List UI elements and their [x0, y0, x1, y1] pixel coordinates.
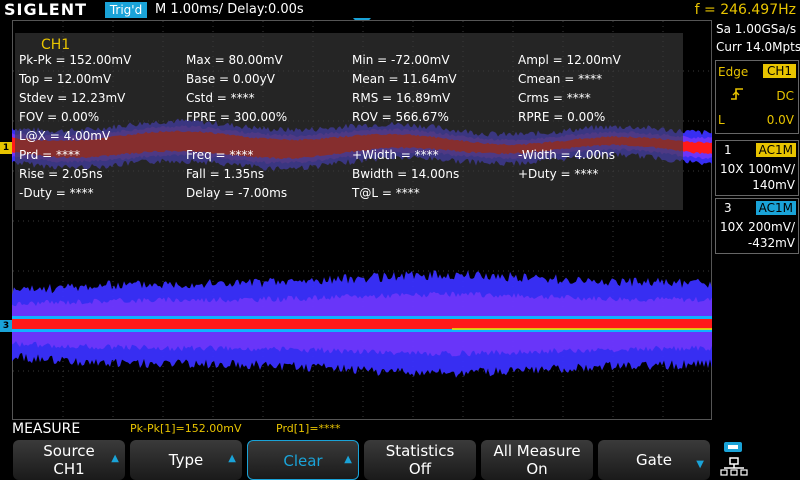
up-arrow-icon: ▲: [228, 453, 236, 464]
measurement-cell: Cstd = ****: [186, 91, 255, 105]
ch3-number: 3: [724, 201, 732, 215]
trigger-type: Edge: [718, 65, 749, 79]
statistics-softkey-value: Off: [408, 460, 432, 478]
measurement-panel: CH1 Pk-Pk = 152.00mV Max = 80.00mV Min = -…: [15, 33, 683, 210]
all-measure-softkey-value: On: [526, 460, 548, 478]
ch1-coupling-badge: AC1M: [755, 143, 796, 157]
measure-status-bar: MEASURE Pk-Pk[1]=152.00mV Prd[1]=****: [0, 420, 800, 438]
measurement-cell: +Duty = ****: [518, 167, 599, 181]
ch1-number: 1: [724, 143, 732, 157]
all-measure-softkey-label: All Measure: [493, 442, 581, 460]
measurement-cell: Freq = ****: [186, 148, 254, 162]
measurement-cell: Prd = ****: [19, 148, 81, 162]
ch3-offset: -432mV: [747, 236, 795, 250]
ch1-offset-marker[interactable]: 1: [0, 142, 12, 154]
statistics-softkey[interactable]: Statistics Off: [364, 440, 476, 480]
measurement-cell: FPRE = 300.00%: [186, 110, 288, 124]
trigger-info-box[interactable]: Edge CH1 DC L 0.0V: [715, 60, 799, 134]
measurement-cell: FOV = 0.00%: [19, 110, 100, 124]
type-softkey-label: Type: [168, 451, 204, 469]
sample-rate: Sa 1.00GSa/s: [716, 22, 797, 36]
measurement-cell: Pk-Pk = 152.00mV: [19, 53, 132, 67]
measurement-cell: RPRE = 0.00%: [518, 110, 606, 124]
measurement-cell: Fall = 1.35ns: [186, 167, 265, 181]
measurement-cell: Mean = 11.64mV: [352, 72, 457, 86]
ch3-scale: 200mV/: [748, 220, 795, 234]
up-arrow-icon: ▲: [344, 454, 352, 465]
menu-title: MEASURE: [12, 421, 81, 437]
frequency-counter: f = 246.497Hz: [694, 2, 796, 18]
trigger-level-label: L: [718, 113, 725, 127]
top-status-bar: SIGLENT Trig'd M 1.00ms/ Delay:0.00s f =…: [0, 0, 800, 20]
gate-softkey[interactable]: Gate ▼: [598, 440, 710, 480]
gate-softkey-label: Gate: [636, 451, 672, 469]
measurement-cell: Base = 0.00yV: [186, 72, 275, 86]
up-arrow-icon: ▲: [111, 453, 119, 464]
measurement-cell: Min = -72.00mV: [352, 53, 450, 67]
measurement-cell: -Duty = ****: [19, 186, 94, 200]
type-softkey[interactable]: Type ▲: [130, 440, 242, 480]
network-icon[interactable]: [720, 440, 760, 480]
measure-result-2: Prd[1]=****: [276, 422, 341, 435]
measurement-cell: Stdev = 12.23mV: [19, 91, 126, 105]
measurement-cell: L@X = 4.00mV: [19, 129, 111, 143]
measurement-cell: Top = 12.00mV: [19, 72, 112, 86]
measurement-cell: Delay = -7.00ms: [186, 186, 288, 200]
timebase-readout[interactable]: M 1.00ms/ Delay:0.00s: [155, 2, 304, 17]
trigger-status-badge: Trig'd: [105, 2, 147, 18]
clear-softkey-label: Clear: [283, 452, 323, 470]
measurement-channel-label: CH1: [41, 37, 71, 53]
measurement-cell: Max = 80.00mV: [186, 53, 283, 67]
ch3-info-box[interactable]: 3 AC1M 10X 200mV/ -432mV: [715, 198, 799, 254]
measurement-cell: Cmean = ****: [518, 72, 603, 86]
ch3-coupling-badge: AC1M: [755, 201, 796, 215]
source-softkey[interactable]: Source CH1 ▲: [13, 440, 125, 480]
ch3-offset-marker[interactable]: 3: [0, 320, 12, 332]
trigger-level: 0.0V: [766, 113, 794, 127]
statistics-softkey-label: Statistics: [385, 442, 455, 460]
measurement-cell: Ampl = 12.00mV: [518, 53, 621, 67]
ch1-info-box[interactable]: 1 AC1M 10X 100mV/ 140mV: [715, 140, 799, 196]
measurement-cell: Rise = 2.05ns: [19, 167, 103, 181]
measurement-cell: T@L = ****: [352, 186, 420, 200]
measurement-cell: Crms = ****: [518, 91, 591, 105]
measurement-cell: Bwidth = 14.00ns: [352, 167, 460, 181]
source-softkey-value: CH1: [53, 460, 85, 478]
ch1-offset: 140mV: [752, 178, 795, 192]
rising-edge-icon: [731, 88, 743, 100]
clear-softkey[interactable]: Clear ▲: [247, 440, 359, 480]
brand-logo: SIGLENT: [4, 0, 88, 19]
measurement-cell: +Width = ****: [352, 148, 439, 162]
ch3-probe: 10X: [720, 220, 744, 234]
measurement-cell: -Width = 4.00ns: [518, 148, 615, 162]
down-arrow-icon: ▼: [696, 459, 704, 470]
side-info-panel: Sa 1.00GSa/s Curr 14.0Mpts Edge CH1 DC L…: [713, 20, 800, 420]
trigger-coupling: DC: [776, 89, 794, 103]
ch1-scale: 100mV/: [748, 162, 795, 176]
measurement-cell: ROV = 566.67%: [352, 110, 449, 124]
memory-depth: Curr 14.0Mpts: [716, 40, 800, 54]
trigger-source-badge: CH1: [762, 64, 796, 78]
ch1-probe: 10X: [720, 162, 744, 176]
measurement-cell: RMS = 16.89mV: [352, 91, 451, 105]
source-softkey-label: Source: [43, 442, 95, 460]
ch3-trace: [12, 270, 712, 378]
measure-result-1: Pk-Pk[1]=152.00mV: [130, 422, 242, 435]
all-measure-softkey[interactable]: All Measure On: [481, 440, 593, 480]
softkey-menu: Source CH1 ▲ Type ▲ Clear ▲ Statistics O…: [0, 438, 800, 480]
